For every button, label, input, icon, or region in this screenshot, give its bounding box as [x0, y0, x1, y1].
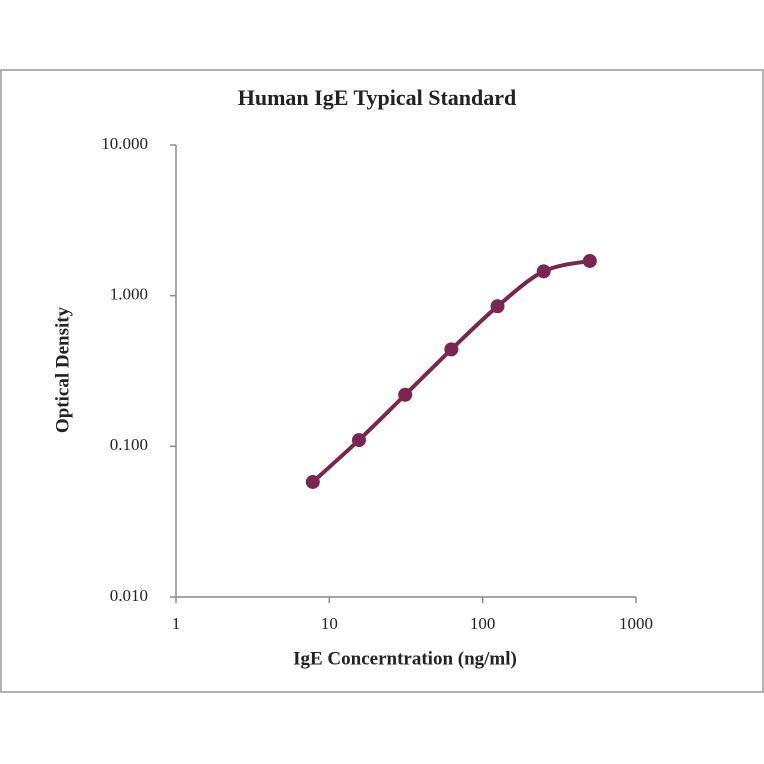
y-tick-label: 0.100	[110, 435, 148, 454]
x-tick-label: 10	[321, 614, 338, 633]
y-tick-label: 1.000	[110, 285, 148, 304]
y-tick-label: 0.010	[110, 586, 148, 605]
x-tick-label: 1	[172, 614, 181, 633]
x-axis-label: IgE Concerntration (ng/ml)	[293, 648, 517, 669]
y-axis-label: Optical Density	[52, 306, 73, 433]
point	[351, 433, 366, 448]
point	[305, 474, 320, 489]
point	[444, 342, 459, 357]
x-tick-label: 1000	[619, 614, 653, 633]
y-tick-label: 10.000	[101, 134, 148, 153]
frame	[0, 69, 764, 693]
x-tick-label: 100	[470, 614, 496, 633]
point	[398, 387, 413, 402]
point	[490, 299, 505, 314]
chart-title: Human IgE Typical Standard	[238, 85, 517, 110]
point	[536, 264, 551, 279]
point	[582, 253, 597, 268]
